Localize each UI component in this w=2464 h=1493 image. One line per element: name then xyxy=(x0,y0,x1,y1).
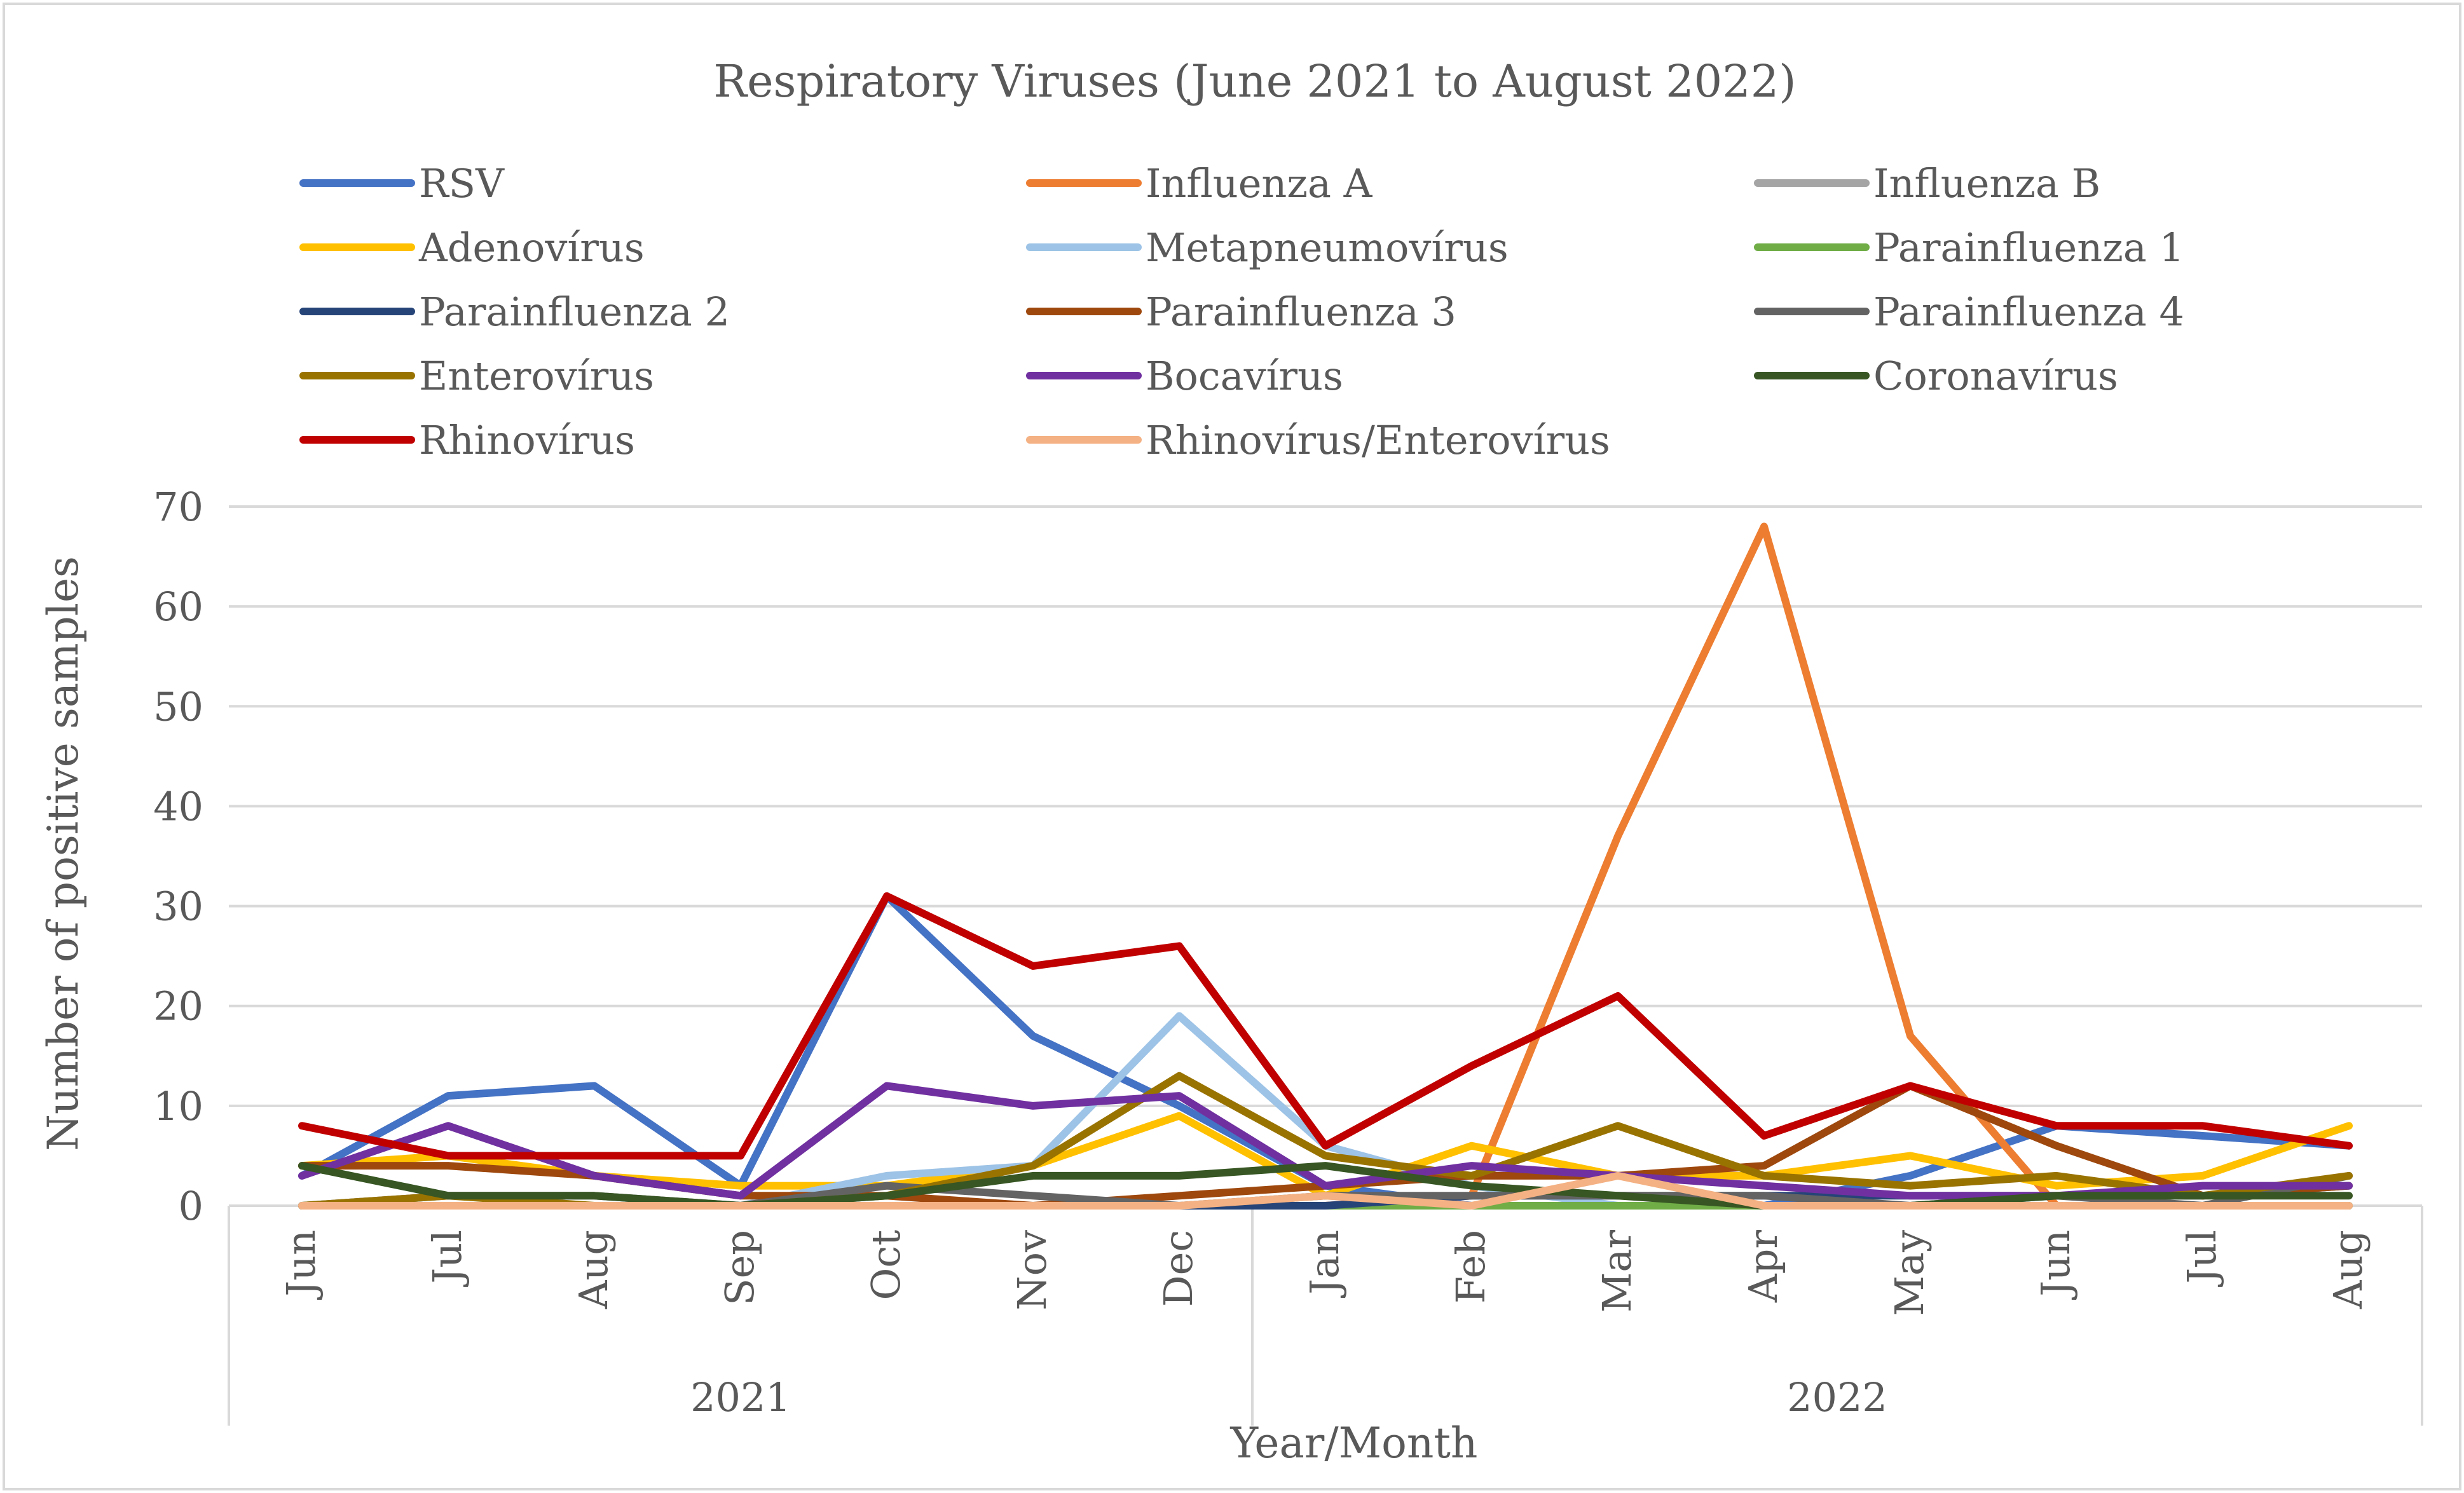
legend-label-rhinovirus-enterovirus: Rhinovírus/Enterovírus xyxy=(1146,417,1610,463)
year-group-label-2021: 2021 xyxy=(690,1374,791,1421)
legend-label-parainfluenza-1: Parainfluenza 1 xyxy=(1873,224,2184,271)
legend-label-influenza-a: Influenza A xyxy=(1146,160,1373,207)
chart-frame xyxy=(3,3,2461,1490)
series-line-rhinovirus-enterovirus xyxy=(298,1171,2353,1210)
legend-label-coronavirus: Coronavírus xyxy=(1873,353,2118,399)
series-line-rhinovirus xyxy=(298,892,2353,1160)
legend-label-parainfluenza-2: Parainfluenza 2 xyxy=(419,289,730,335)
year-group-label-2022: 2022 xyxy=(1787,1374,1887,1421)
series-line-coronavirus xyxy=(298,1162,2353,1210)
x-tick-label-jul: Jul xyxy=(424,1230,470,1288)
x-tick-label-feb: Feb xyxy=(1448,1230,1494,1304)
legend-label-rhinovirus: Rhinovírus xyxy=(419,417,635,463)
series-lines xyxy=(298,522,2353,1210)
y-tick-label: 40 xyxy=(153,783,203,829)
y-tick-label: 20 xyxy=(153,983,203,1030)
x-tick-label-may: May xyxy=(1886,1230,1933,1316)
legend-label-rsv: RSV xyxy=(419,160,505,207)
y-tick-label: 0 xyxy=(179,1183,203,1229)
x-tick-label-sep: Sep xyxy=(716,1230,763,1306)
x-tick-label-nov: Nov xyxy=(1009,1230,1055,1311)
x-tick-label-apr: Apr xyxy=(1740,1230,1786,1303)
legend: RSV Influenza A Influenza B Adenovírus Metap… xyxy=(299,160,2184,463)
legend-label-bocavirus: Bocavírus xyxy=(1146,353,1343,399)
y-axis-title: Number of positive samples xyxy=(39,556,88,1151)
legend-label-enterovirus: Enterovírus xyxy=(419,353,654,399)
y-tick-label: 10 xyxy=(153,1083,203,1129)
x-tick-label-jun: Jun xyxy=(278,1230,324,1300)
x-tick-label-jul: Jul xyxy=(2179,1230,2225,1288)
chart-title: Respiratory Viruses (June 2021 to August… xyxy=(713,55,1796,107)
x-tick-label-mar: Mar xyxy=(1594,1230,1640,1312)
x-axis-title: Year/Month xyxy=(1230,1419,1478,1468)
x-tick-label-jun: Jun xyxy=(2032,1230,2079,1300)
y-axis-ticks: 0 10 20 30 40 50 60 70 xyxy=(153,484,203,1229)
x-tick-label-dec: Dec xyxy=(1155,1230,1201,1307)
x-tick-label-aug: Aug xyxy=(570,1230,617,1309)
legend-label-parainfluenza-4: Parainfluenza 4 xyxy=(1873,289,2184,335)
x-tick-label-jan: Jan xyxy=(1301,1230,1348,1299)
legend-label-parainfluenza-3: Parainfluenza 3 xyxy=(1146,289,1456,335)
y-tick-label: 70 xyxy=(153,484,203,530)
x-axis: Jun Jul Aug Sep Oct Nov Dec Jan Feb Mar Apr May Jun J… xyxy=(228,1206,2423,1426)
legend-label-influenza-b: Influenza B xyxy=(1873,160,2100,207)
y-tick-label: 60 xyxy=(153,583,203,630)
x-tick-label-aug: Aug xyxy=(2325,1230,2371,1309)
y-tick-label: 50 xyxy=(153,683,203,730)
legend-label-adenovirus: Adenovírus xyxy=(418,224,645,271)
y-tick-label: 30 xyxy=(153,883,203,930)
legend-label-metapneumovirus: Metapneumovírus xyxy=(1146,224,1509,271)
x-tick-label-oct: Oct xyxy=(863,1230,909,1300)
